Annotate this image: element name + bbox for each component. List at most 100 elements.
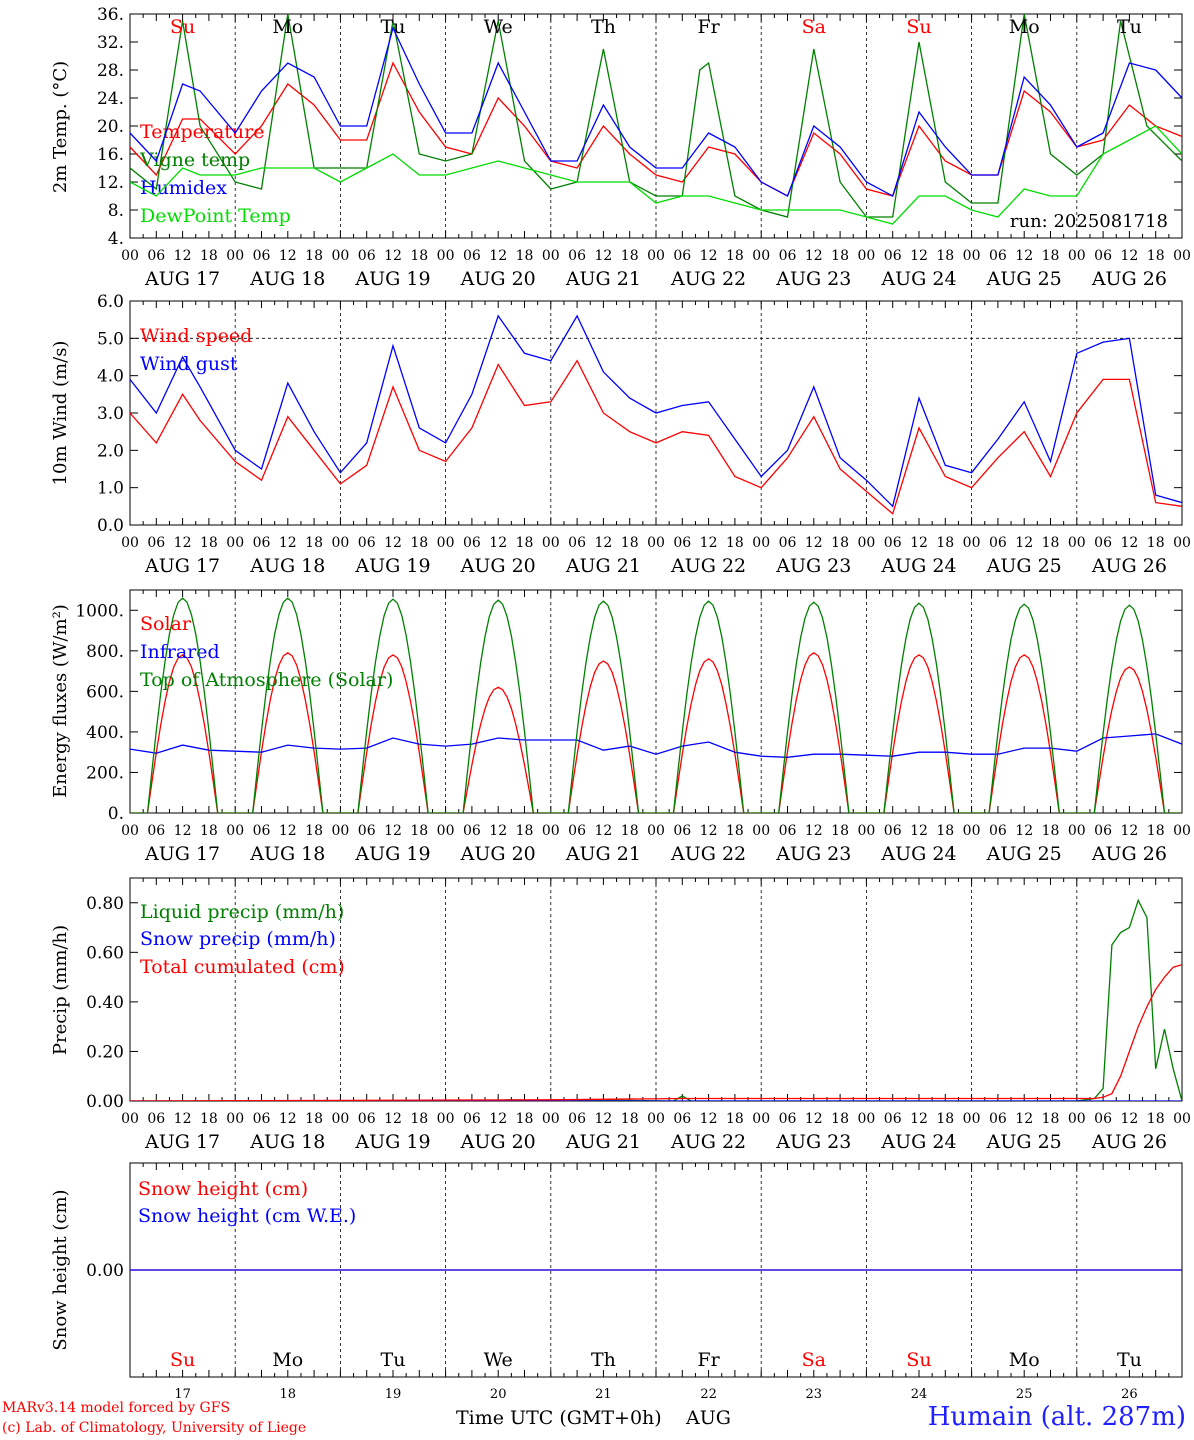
- x-tick-label: 00: [963, 1111, 981, 1127]
- weekday-label: We: [484, 16, 513, 38]
- x-tick-label: 12: [700, 1111, 718, 1127]
- run-label: run: 2025081718: [1010, 211, 1168, 232]
- y-tick-label: 1000.: [75, 601, 124, 621]
- x-tick-label: 18: [621, 1111, 639, 1127]
- x-tick-label: 12: [805, 823, 823, 839]
- date-label: AUG 19: [354, 555, 430, 577]
- x-tick-label: 18: [1147, 535, 1165, 551]
- date-label: AUG 17: [144, 268, 220, 290]
- series-line-solar: [130, 652, 1182, 813]
- y-tick-label: 6.0: [97, 292, 124, 312]
- date-label: AUG 23: [775, 1131, 851, 1153]
- series-line-temperature: [130, 61, 1182, 197]
- x-tick-label: 18: [831, 535, 849, 551]
- weekday-label: Mo: [1009, 16, 1040, 38]
- x-tick-label: 12: [174, 248, 192, 264]
- date-label: AUG 19: [354, 843, 430, 865]
- x-tick-label: 12: [1015, 535, 1033, 551]
- x-tick-label: 18: [305, 535, 323, 551]
- date-label: AUG 24: [880, 268, 956, 290]
- x-tick-label: 00: [226, 535, 244, 551]
- date-label: AUG 25: [986, 268, 1062, 290]
- weekday-label: Th: [591, 1349, 616, 1371]
- series-line-total-cumulated-cm-: [130, 964, 1182, 1101]
- y-tick-label: 12.: [97, 173, 124, 193]
- x-tick-label: 06: [253, 823, 271, 839]
- x-tick-label: 18: [410, 535, 428, 551]
- y-tick-label: 1.0: [97, 479, 124, 499]
- y-axis-label: Snow height (cm): [50, 1189, 71, 1350]
- x-tick-label: 18: [1147, 1111, 1165, 1127]
- weekday-label: Th: [591, 16, 616, 38]
- x-tick-label: 18: [621, 823, 639, 839]
- date-label: AUG 23: [775, 843, 851, 865]
- day-number-label: 25: [1016, 1387, 1033, 1402]
- x-tick-label: 12: [1015, 1111, 1033, 1127]
- legend-entry: Humidex: [140, 177, 227, 199]
- date-label: AUG 26: [1091, 555, 1167, 577]
- x-tick-label: 18: [726, 1111, 744, 1127]
- x-tick-label: 06: [779, 248, 797, 264]
- x-tick-label: 12: [489, 535, 507, 551]
- x-tick-label: 12: [594, 1111, 612, 1127]
- x-tick-label: 06: [568, 823, 586, 839]
- x-tick-label: 00: [331, 248, 349, 264]
- x-tick-label: 18: [1147, 248, 1165, 264]
- x-tick-label: 00: [752, 1111, 770, 1127]
- date-label: AUG 24: [880, 1131, 956, 1153]
- weekday-label: Tu: [1117, 16, 1142, 38]
- date-label: AUG 20: [460, 555, 536, 577]
- x-tick-label: 18: [726, 248, 744, 264]
- series-line-infrared: [130, 733, 1182, 758]
- x-tick-label: 18: [936, 823, 954, 839]
- x-tick-label: 06: [1094, 823, 1112, 839]
- legend-entry: Snow height (cm): [138, 1178, 308, 1200]
- x-tick-label: 12: [384, 535, 402, 551]
- x-tick-label: 06: [1094, 248, 1112, 264]
- x-tick-label: 12: [805, 535, 823, 551]
- x-tick-label: 06: [884, 823, 902, 839]
- date-label: AUG 24: [880, 843, 956, 865]
- weekday-label: Su: [170, 1349, 195, 1371]
- weekday-label: Mo: [1009, 1349, 1040, 1371]
- y-tick-label: 800.: [86, 642, 124, 662]
- x-tick-label: 12: [489, 248, 507, 264]
- x-tick-label: 12: [700, 823, 718, 839]
- x-tick-label: 18: [1042, 1111, 1060, 1127]
- x-tick-label: 00: [226, 1111, 244, 1127]
- weekday-label: Mo: [272, 16, 303, 38]
- legend-entry: Temperature: [140, 121, 264, 143]
- x-tick-label: 18: [516, 248, 534, 264]
- x-tick-label: 18: [410, 1111, 428, 1127]
- y-tick-label: 16.: [97, 145, 124, 165]
- y-tick-label: 32.: [97, 33, 124, 53]
- y-tick-label: 0.00: [86, 1261, 124, 1281]
- series-line-wind-gust: [130, 314, 1182, 508]
- legend-entry: Wind gust: [140, 353, 238, 375]
- x-tick-label: 06: [147, 1111, 165, 1127]
- x-tick-label: 06: [463, 1111, 481, 1127]
- x-tick-label: 18: [1042, 535, 1060, 551]
- date-label: AUG 17: [144, 843, 220, 865]
- x-tick-label: 00: [437, 1111, 455, 1127]
- x-tick-label: 00: [437, 535, 455, 551]
- x-tick-label: 18: [305, 248, 323, 264]
- x-tick-label: 18: [200, 535, 218, 551]
- date-label: AUG 22: [670, 268, 746, 290]
- date-label: AUG 18: [249, 268, 325, 290]
- series-line-dewpoint-temp: [130, 125, 1182, 225]
- panel-frame: [129, 589, 1183, 814]
- y-tick-label: 0.00: [86, 1092, 124, 1112]
- x-tick-label: 06: [568, 535, 586, 551]
- station-name: Humain (alt. 287m): [927, 1402, 1186, 1432]
- x-tick-label: 00: [437, 248, 455, 264]
- x-tick-label: 06: [884, 1111, 902, 1127]
- legend-entry: Top of Atmosphere (Solar): [140, 669, 393, 691]
- x-tick-label: 12: [1120, 823, 1138, 839]
- weekday-label: Sa: [802, 16, 826, 38]
- weekday-label: Mo: [272, 1349, 303, 1371]
- y-tick-label: 0.80: [86, 894, 124, 914]
- x-tick-label: 18: [200, 1111, 218, 1127]
- x-tick-label: 06: [253, 1111, 271, 1127]
- x-tick-label: 12: [384, 1111, 402, 1127]
